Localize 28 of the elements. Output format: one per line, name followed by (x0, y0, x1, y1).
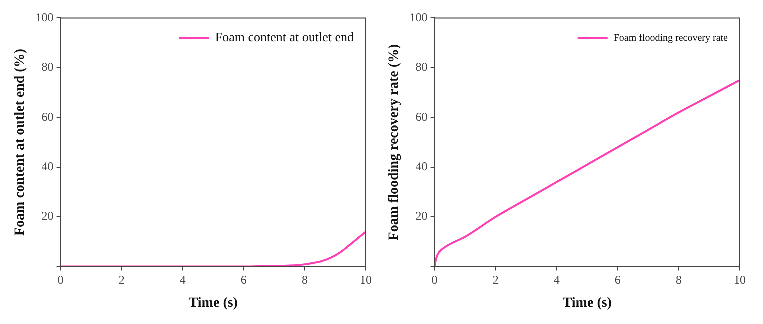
y-tick-label: 60 (42, 110, 54, 124)
y-tick-label: 60 (416, 110, 428, 124)
x-tick-label: 8 (676, 273, 682, 288)
x-tick-label: 4 (180, 273, 186, 288)
x-tick-label: 10 (734, 273, 746, 288)
x-tick-label: 0 (432, 273, 438, 288)
y-tick-label: 20 (42, 209, 54, 224)
y-tick-label: 80 (416, 60, 428, 74)
y-tick-label: 40 (416, 160, 428, 174)
y-axis-title: Foam flooding recovery rate (%) (387, 44, 402, 241)
y-tick-label: 20 (416, 209, 428, 224)
x-tick-label: 8 (302, 273, 308, 288)
x-tick-label: 2 (118, 273, 125, 288)
y-tick-label: 40 (42, 160, 54, 174)
x-tick-label: 2 (492, 273, 499, 288)
legend-label: Foam flooding recovery rate (614, 32, 729, 44)
x-tick-label: 6 (614, 273, 621, 288)
x-axis-title: Time (s) (562, 296, 612, 312)
y-axis-title: Foam content at outlet end (%) (13, 48, 28, 236)
x-tick-label: 10 (360, 273, 372, 288)
y-tick-label: 100 (410, 10, 428, 24)
y-tick-label: 80 (42, 60, 54, 74)
x-tick-label: 0 (58, 273, 64, 288)
y-tick-label: 100 (36, 10, 54, 24)
x-tick-label: 4 (554, 273, 560, 288)
legend-label: Foam content at outlet end (215, 30, 354, 45)
x-tick-label: 6 (240, 273, 247, 288)
x-axis-title: Time (s) (188, 296, 238, 312)
